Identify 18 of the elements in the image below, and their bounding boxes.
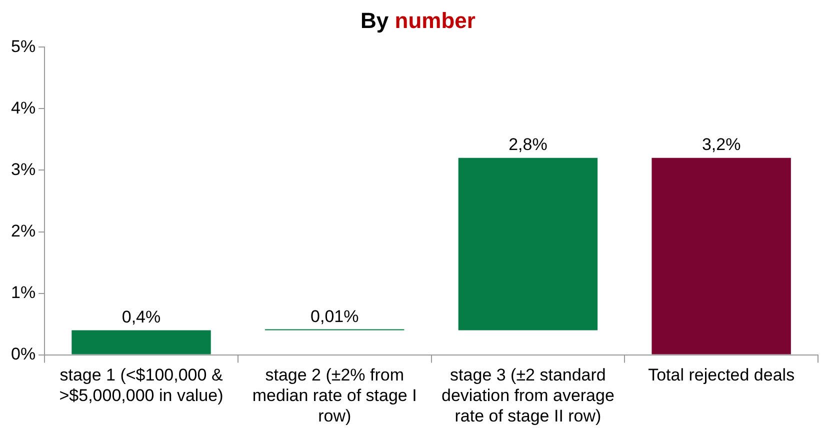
- x-tick-label: stage 2 (±2% from median rate of stage I row): [252, 366, 417, 426]
- data-label: 3,2%: [702, 135, 741, 154]
- y-tick-label: 4%: [10, 98, 36, 118]
- y-tick-label: 5%: [10, 36, 36, 56]
- y-tick-label: 1%: [10, 282, 36, 302]
- data-label: 0,4%: [122, 307, 161, 326]
- bar: [458, 158, 598, 330]
- x-tick-label: stage 1 (<$100,000 & >$5,000,000 in value): [59, 366, 224, 406]
- y-tick-label: 2%: [10, 221, 36, 240]
- x-tick-label: stage 3 (±2 standard deviation from average rate of stage II row): [441, 366, 614, 426]
- bar: [72, 330, 211, 354]
- data-label: 2,8%: [508, 135, 548, 154]
- x-tick-label: Total rejected deals: [648, 366, 795, 385]
- y-tick-label: 0%: [10, 344, 36, 364]
- chart-title: By number: [360, 8, 476, 33]
- data-label: 0,01%: [310, 306, 359, 326]
- bar: [652, 158, 791, 354]
- y-tick-label: 3%: [10, 160, 36, 179]
